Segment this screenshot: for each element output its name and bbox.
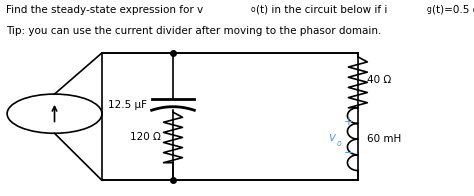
Text: 12.5 μF: 12.5 μF <box>108 100 147 110</box>
Text: o: o <box>250 5 255 14</box>
Text: −: − <box>344 146 353 159</box>
Text: +: + <box>344 115 353 128</box>
Text: g: g <box>426 5 431 14</box>
Text: 40 Ω: 40 Ω <box>367 75 392 85</box>
Text: 120 Ω: 120 Ω <box>130 132 161 142</box>
Text: (t) in the circuit below if i: (t) in the circuit below if i <box>256 5 388 15</box>
Text: 60 mH: 60 mH <box>367 134 401 144</box>
Text: o: o <box>337 139 341 148</box>
Text: Tip: you can use the current divider after moving to the phasor domain.: Tip: you can use the current divider aft… <box>6 26 382 36</box>
Text: v: v <box>328 131 335 144</box>
Text: Find the steady-state expression for v: Find the steady-state expression for v <box>6 5 203 15</box>
Text: (t)=0.5 cos 2000t A.: (t)=0.5 cos 2000t A. <box>432 5 474 15</box>
